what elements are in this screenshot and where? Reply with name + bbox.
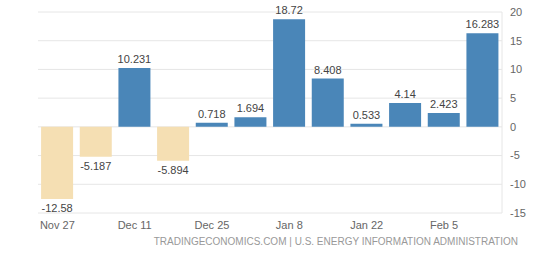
svg-text:Jan 22: Jan 22 (350, 219, 383, 231)
svg-text:10: 10 (510, 63, 522, 75)
svg-text:8.408: 8.408 (314, 64, 342, 76)
svg-text:4.14: 4.14 (394, 88, 415, 100)
svg-text:5: 5 (510, 92, 516, 104)
svg-text:10.231: 10.231 (118, 53, 152, 65)
svg-text:0: 0 (510, 121, 516, 133)
svg-text:15: 15 (510, 35, 522, 47)
svg-text:-5.187: -5.187 (80, 160, 111, 172)
svg-text:-15: -15 (510, 207, 526, 219)
svg-text:0.533: 0.533 (353, 109, 381, 121)
svg-text:-10: -10 (510, 178, 526, 190)
svg-text:2.423: 2.423 (430, 98, 458, 110)
svg-text:1.694: 1.694 (237, 102, 265, 114)
svg-text:Dec 11: Dec 11 (118, 219, 152, 231)
svg-text:Jan 8: Jan 8 (276, 219, 303, 231)
svg-text:Feb 5: Feb 5 (430, 219, 458, 231)
svg-text:16.283: 16.283 (466, 18, 500, 30)
svg-text:-12.58: -12.58 (41, 202, 72, 214)
svg-text:-5.894: -5.894 (157, 164, 188, 176)
svg-text:20: 20 (510, 6, 522, 18)
svg-text:0.718: 0.718 (198, 108, 226, 120)
svg-text:18.72: 18.72 (275, 4, 303, 16)
html-text:TRADINGECONOMICS.COM | U.S. EN: TRADINGECONOMICS.COM | U.S. ENERGY INFOR… (153, 236, 518, 247)
svg-text:Nov 27: Nov 27 (40, 219, 75, 231)
svg-text:Dec 25: Dec 25 (195, 219, 230, 231)
svg-text:-5: -5 (510, 149, 520, 161)
